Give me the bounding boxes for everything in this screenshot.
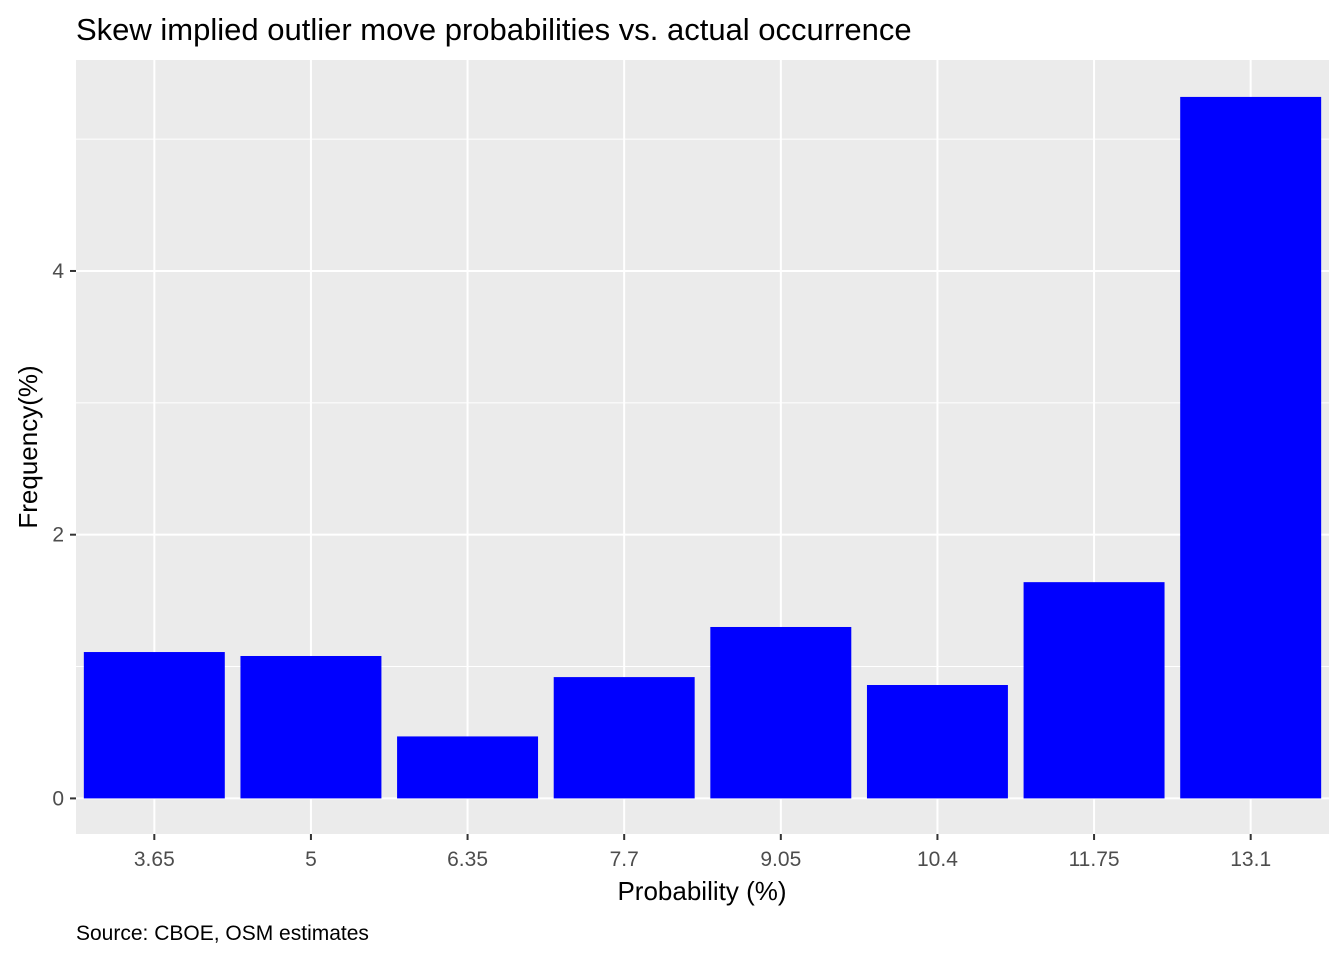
source-caption: Source: CBOE, OSM estimates [76,922,369,945]
bar [83,652,225,799]
bars [83,96,1322,799]
bar [1180,96,1322,799]
bar [710,626,852,799]
chart-title: Skew implied outlier move probabilities … [76,12,912,47]
y-tick-label: 0 [52,787,64,810]
axis-ticks: 0 2 4 3.65 5 6.35 7.7 9.05 10.4 11.75 13.1 [52,260,1271,871]
y-axis-title: Frequency(%) [13,365,43,528]
x-tick-label: 5 [305,848,317,871]
x-tick-label: 10.4 [917,848,958,871]
x-axis-title: Probability (%) [617,876,786,906]
x-tick-label: 3.65 [134,848,175,871]
y-tick-label: 4 [52,260,64,283]
bar [1023,582,1165,799]
x-tick-label: 11.75 [1069,848,1120,871]
bar [240,655,382,799]
y-tick-label: 2 [52,524,64,547]
bar [397,736,539,799]
x-tick-label: 6.35 [447,848,488,871]
x-tick-label: 13.1 [1230,848,1271,871]
x-tick-label: 7.7 [610,848,639,871]
bar [553,677,695,799]
bar [866,685,1008,799]
x-tick-label: 9.05 [760,848,801,871]
